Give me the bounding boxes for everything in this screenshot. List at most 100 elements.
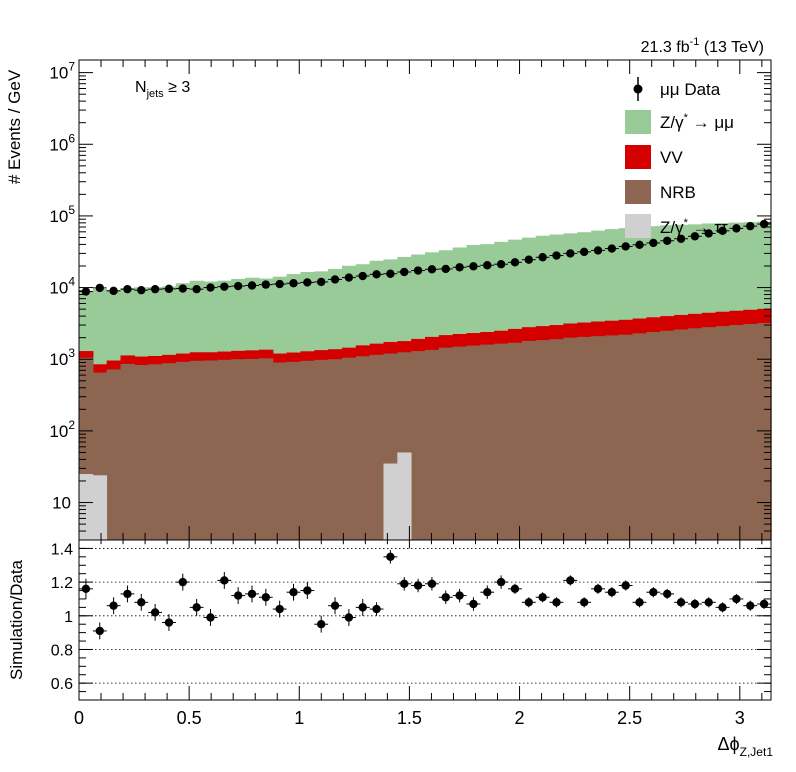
data-point <box>109 286 118 296</box>
data-point <box>732 224 741 233</box>
legend-data-entry: μμ Data <box>633 77 721 101</box>
data-point <box>303 278 312 287</box>
bar-nrb <box>120 363 135 540</box>
bar-nrb <box>632 333 648 540</box>
bar-nrb <box>245 358 260 540</box>
ratio-point <box>593 584 603 594</box>
ratio-point <box>413 581 423 590</box>
bar-nrb <box>272 362 288 540</box>
x-tick-label: 2 <box>515 708 525 728</box>
njets-annotation: Njets ≥ 3 <box>135 79 190 100</box>
ratio-point <box>441 593 450 602</box>
bar-nrb <box>563 337 578 540</box>
data-point <box>178 284 187 293</box>
data-point <box>275 279 284 289</box>
data-point <box>386 269 395 278</box>
lower-frame <box>78 539 772 701</box>
ratio-y-tick-label: 1 <box>64 609 73 626</box>
ratio-point <box>192 603 201 612</box>
data-point <box>455 263 464 272</box>
data-point <box>635 240 644 250</box>
ratio-point <box>344 613 354 622</box>
ratio-point <box>109 601 118 610</box>
legend-zmumu-entry: Z/γ* → μμ <box>625 110 734 134</box>
legend-data-label: μμ Data <box>660 80 721 99</box>
x-tick-label: 0 <box>74 708 84 728</box>
ratio-point <box>261 593 271 602</box>
ratio-point <box>496 577 506 587</box>
data-point <box>164 284 174 294</box>
lower-axis-ticks: 0 0.5 1 1.5 2 2.5 3 0.6 0.8 1 1.2 1.4 <box>51 540 771 728</box>
ratio-point <box>718 603 727 612</box>
ratio-point <box>178 577 187 587</box>
ratio-point <box>759 599 769 609</box>
ratio-point <box>524 598 533 607</box>
ratio-point <box>150 608 160 617</box>
data-point <box>81 287 91 296</box>
ratio-y-tick-label: 1.4 <box>51 541 73 558</box>
bar-nrb <box>189 360 205 540</box>
ratio-point <box>358 603 367 612</box>
bar-nrb <box>411 351 426 540</box>
bar-nrb <box>494 343 509 540</box>
data-point <box>510 258 520 267</box>
ratio-point <box>400 579 409 588</box>
y-tick-label: 103 <box>49 346 75 369</box>
bar-nrb <box>618 334 634 540</box>
data-point <box>123 284 132 294</box>
ratio-point <box>690 599 700 609</box>
bar-nrb <box>217 359 232 540</box>
stacked-histogram <box>79 221 772 541</box>
data-point <box>344 273 354 282</box>
bar-nrb <box>134 365 149 540</box>
ratio-point <box>510 584 520 594</box>
bar-nrb <box>521 340 537 540</box>
bar-nrb <box>425 349 440 540</box>
legend-zmumu-swatch <box>625 110 651 134</box>
y-tick-label: 104 <box>49 275 75 298</box>
y-tick-label: 105 <box>49 203 75 226</box>
upper-y-axis-label: # Events / GeV <box>5 69 24 184</box>
data-point <box>261 280 271 289</box>
ratio-points <box>79 550 771 640</box>
data-point <box>413 266 423 275</box>
data-point <box>566 249 575 258</box>
data-point <box>649 238 658 248</box>
bar-nrb <box>175 361 191 540</box>
bar-nrb <box>203 360 218 540</box>
legend-nrb-swatch <box>625 180 651 204</box>
ratio-point <box>579 598 589 607</box>
ratio-point <box>469 599 478 609</box>
data-point <box>690 232 700 241</box>
upper-axis-ticks: 10 102 103 104 105 106 107 <box>49 60 771 541</box>
ratio-point <box>372 604 381 614</box>
data-point <box>538 253 547 262</box>
bar-nrb <box>591 336 606 540</box>
legend-ztautau-entry: Z/γ* → ττ <box>625 214 728 238</box>
bar-nrb <box>743 324 758 540</box>
data-point <box>469 262 478 271</box>
data-point <box>621 242 630 251</box>
ratio-point <box>220 576 229 585</box>
bar-ztautau <box>397 452 412 540</box>
ratio-point <box>386 552 395 562</box>
data-point <box>137 285 146 295</box>
bar-nrb <box>148 364 163 540</box>
legend-ztautau-swatch <box>625 214 651 238</box>
ratio-point <box>303 586 312 595</box>
bar-nrb <box>328 359 343 540</box>
data-point <box>150 284 160 294</box>
ratio-point <box>81 584 91 594</box>
ratio-point <box>704 598 713 607</box>
ratio-point <box>746 601 755 610</box>
ratio-point <box>483 588 492 597</box>
bar-nrb <box>438 347 454 540</box>
ratio-y-tick-label: 0.6 <box>51 676 73 693</box>
bar-nrb <box>535 340 551 540</box>
ratio-point <box>552 598 561 607</box>
bar-nrb <box>162 363 177 540</box>
ratio-point <box>607 588 617 597</box>
data-point <box>372 270 381 279</box>
y-tick-label: 102 <box>49 418 75 441</box>
data-point <box>663 236 672 245</box>
